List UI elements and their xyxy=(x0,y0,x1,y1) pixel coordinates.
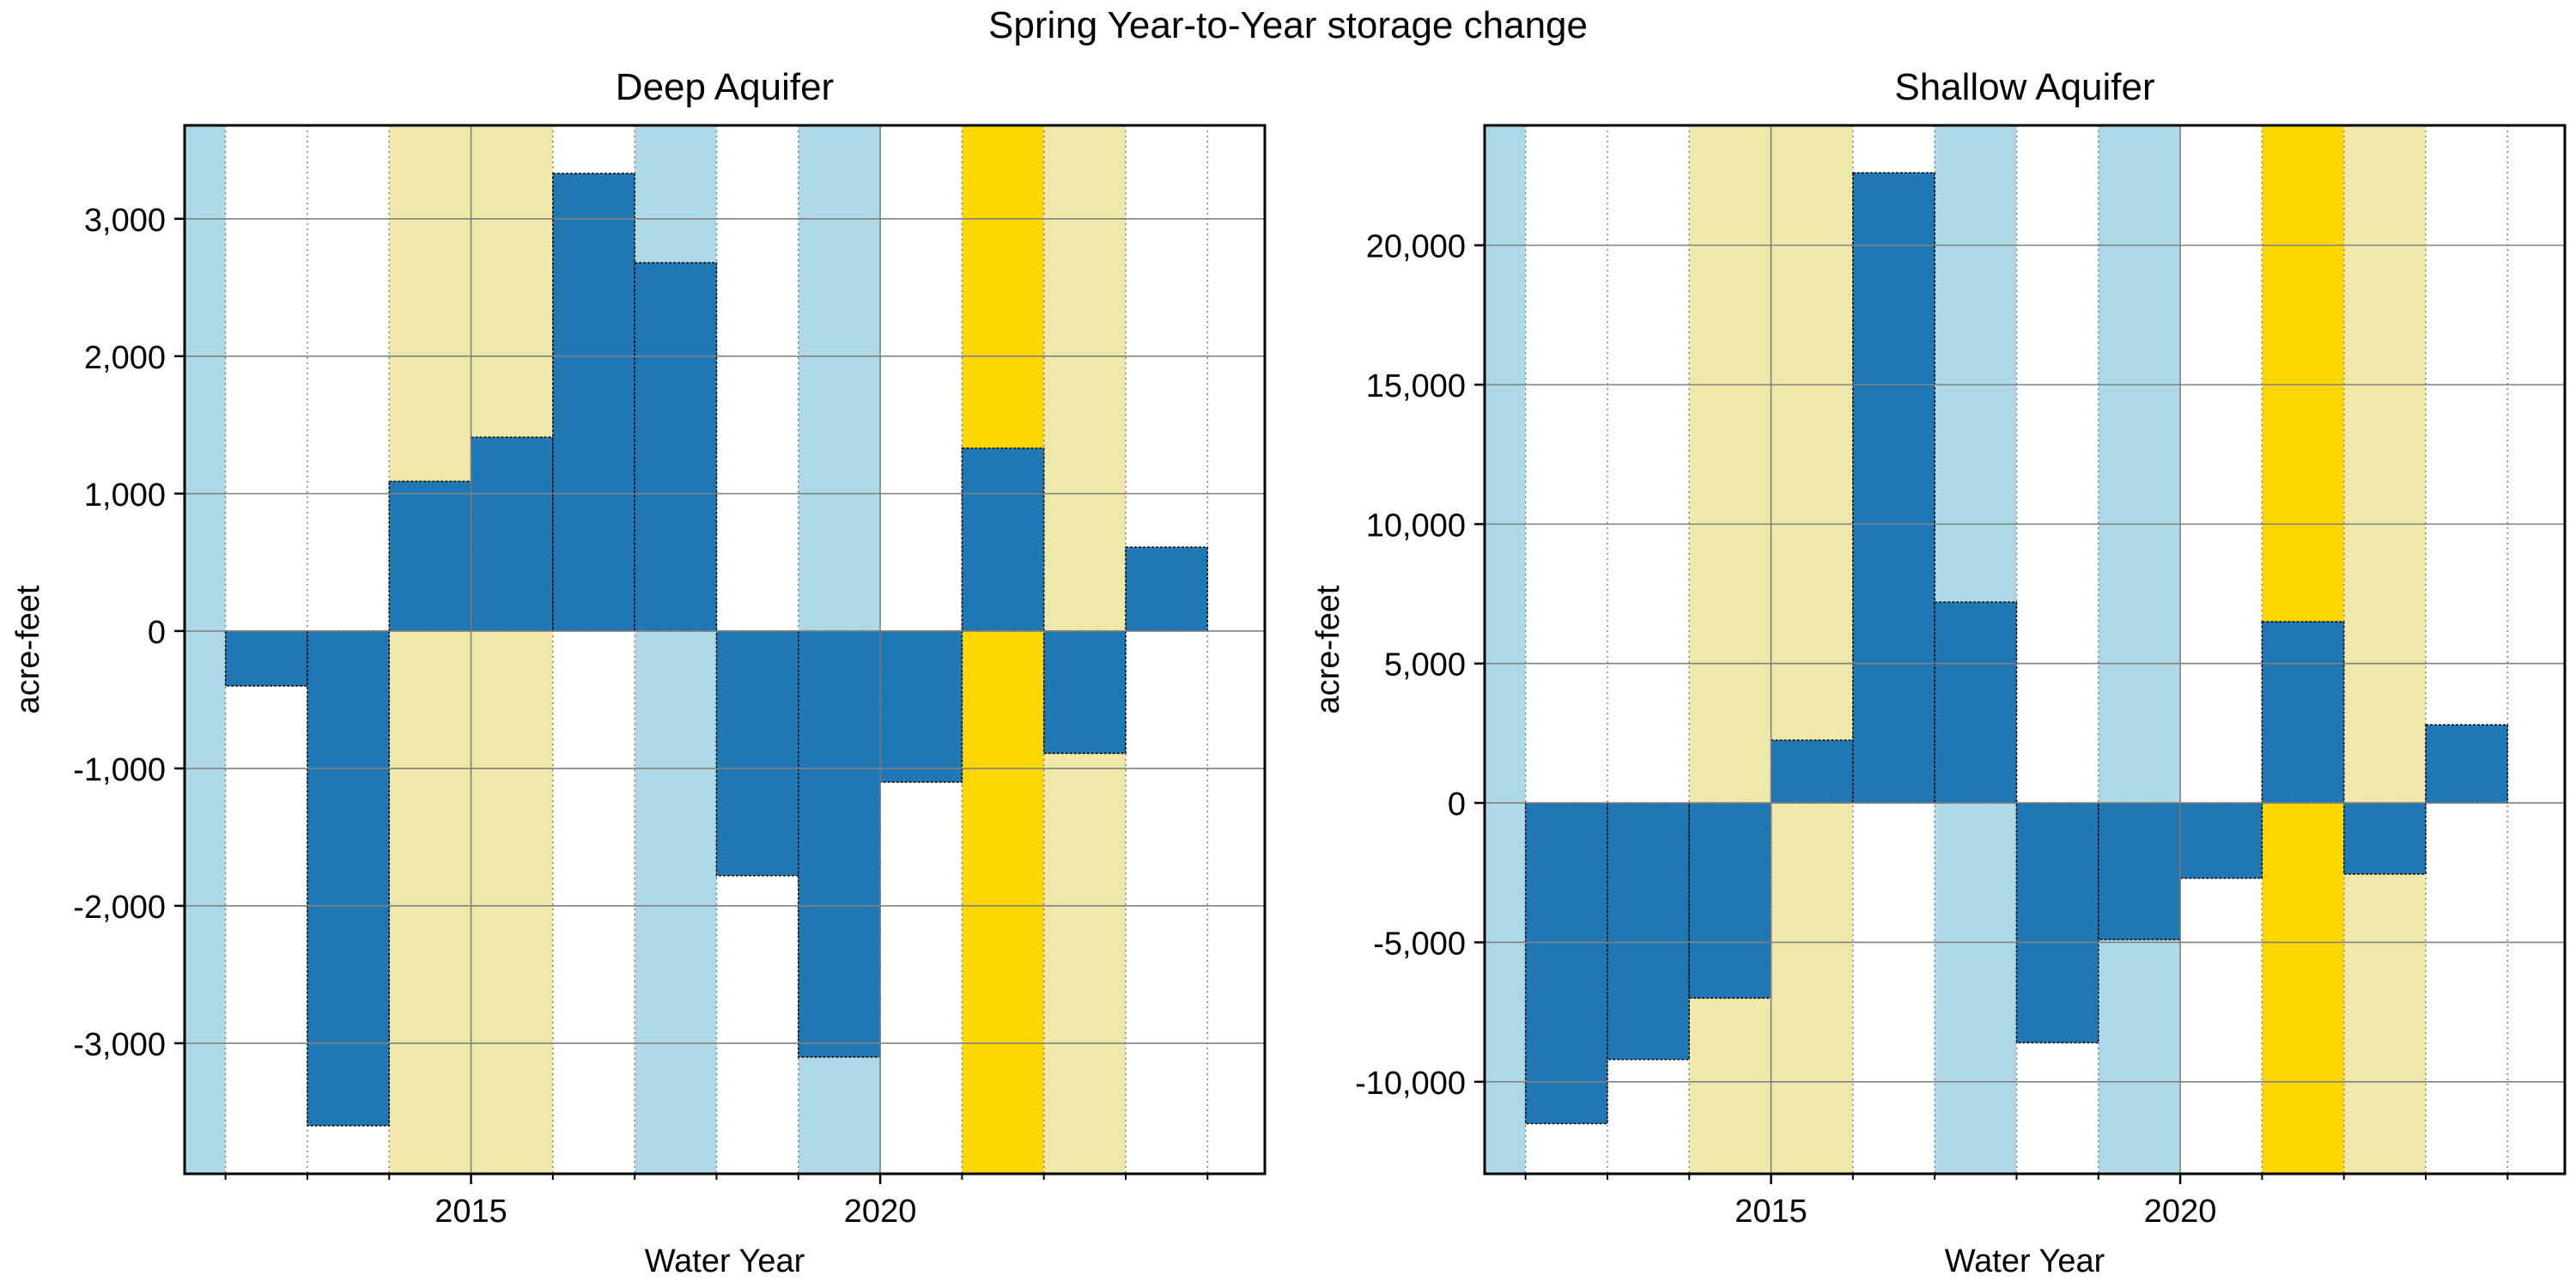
bar-2019 xyxy=(2099,803,2180,939)
bar-2013 xyxy=(1607,803,1689,1060)
axes-title: Shallow Aquifer xyxy=(1894,66,2154,108)
y-tick-label: 10,000 xyxy=(1366,507,1466,544)
bar-2022 xyxy=(2344,803,2426,874)
bar-2016 xyxy=(1853,173,1935,803)
bar-2023 xyxy=(2426,725,2507,803)
y-tick-label: 20,000 xyxy=(1366,229,1466,265)
y-tick-label: 0 xyxy=(148,615,166,651)
y-tick-label: 3,000 xyxy=(84,203,166,239)
x-tick-label: 2015 xyxy=(1735,1194,1807,1230)
year-type-span-wet xyxy=(2099,125,2180,1174)
plot-area xyxy=(143,125,1265,1174)
axes-title: Deep Aquifer xyxy=(616,66,834,108)
bar-2016 xyxy=(553,173,635,631)
bar-2012 xyxy=(1526,803,1607,1123)
bar-2014 xyxy=(389,481,471,630)
y-tick-label: 0 xyxy=(1448,787,1466,823)
y-tick-label: -10,000 xyxy=(1355,1066,1466,1102)
bar-2021 xyxy=(2262,622,2343,803)
bar-2021 xyxy=(962,448,1043,631)
bar-2018 xyxy=(2016,803,2098,1042)
bar-2017 xyxy=(635,263,716,631)
bar-2018 xyxy=(716,631,798,876)
x-axis-label: Water Year xyxy=(1945,1243,2105,1279)
y-axis-label: acre-feet xyxy=(10,585,46,714)
y-tick-label: 1,000 xyxy=(84,477,166,513)
y-tick-label: -3,000 xyxy=(73,1027,166,1063)
year-type-span-dry xyxy=(1771,125,1853,1174)
y-tick-label: -2,000 xyxy=(73,890,166,926)
x-tick-label: 2015 xyxy=(434,1194,507,1230)
y-tick-label: 15,000 xyxy=(1366,368,1466,404)
panel-shallow-aquifer: -10,000 -5,000 0 5,000 10,000 15,000 20,000 201… xyxy=(1310,66,2565,1279)
y-axis-label: acre-feet xyxy=(1310,585,1346,714)
y-tick-label: 2,000 xyxy=(84,340,166,376)
year-type-span-dry xyxy=(2344,125,2426,1174)
year-type-span-dry xyxy=(389,125,471,1174)
bar-2015 xyxy=(1771,740,1853,803)
bar-2023 xyxy=(1126,547,1207,631)
bar-2017 xyxy=(1935,602,2016,803)
year-type-span-dry xyxy=(1689,125,1771,1174)
plot-area xyxy=(1443,125,2565,1174)
bar-2022 xyxy=(1044,631,1126,753)
bar-2019 xyxy=(799,631,880,1057)
x-axis-label: Water Year xyxy=(645,1243,805,1279)
x-tick-label: 2020 xyxy=(844,1194,917,1230)
x-tick-label: 2020 xyxy=(2144,1194,2217,1230)
bar-2015 xyxy=(471,437,553,631)
bar-2020 xyxy=(2180,803,2262,878)
figure-suptitle: Spring Year-to-Year storage change xyxy=(988,4,1588,46)
y-tick-label: -1,000 xyxy=(73,752,166,788)
bar-2013 xyxy=(307,631,389,1126)
bar-2012 xyxy=(226,631,307,686)
year-type-span-critical xyxy=(962,125,1043,1174)
bar-2020 xyxy=(880,631,962,782)
bar-2014 xyxy=(1689,803,1771,998)
year-type-span-dry xyxy=(471,125,553,1174)
y-tick-label: -5,000 xyxy=(1373,926,1466,962)
y-tick-label: 5,000 xyxy=(1384,647,1466,683)
panel-deep-aquifer: -3,000 -2,000 -1,000 0 1,000 2,000 3,000 2015 20… xyxy=(10,66,1265,1279)
